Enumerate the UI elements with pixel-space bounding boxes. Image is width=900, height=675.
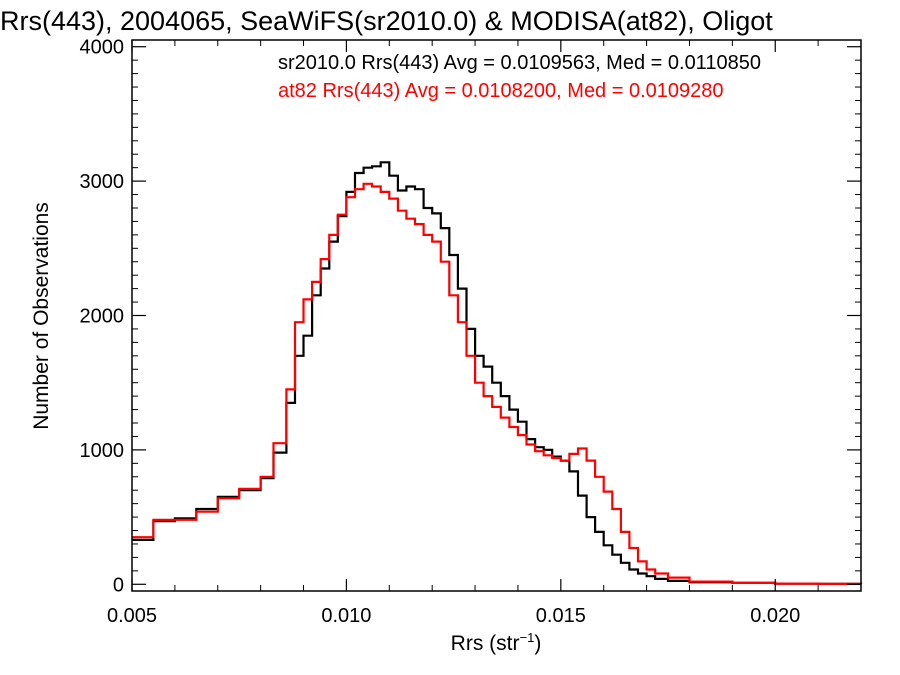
legend-entry-at82: at82 Rrs(443) Avg = 0.0108200, Med = 0.0… [278,80,724,102]
y-tick-label: 0 [113,574,124,596]
legend-entry-sr2010: sr2010.0 Rrs(443) Avg = 0.0109563, Med =… [278,52,761,74]
x-axis-label-main: Rrs (str [451,632,520,655]
plot-frame [131,39,862,592]
y-axis-label: Number of Observations [30,202,53,430]
x-tick-label: 0.015 [536,605,586,627]
x-axis-label-close: ) [534,632,541,655]
legend: sr2010.0 Rrs(443) Avg = 0.0109563, Med =… [278,52,761,102]
x-axis-label-exponent: −1 [520,630,535,645]
x-axis-label: Rrs (str−1) [451,630,542,655]
chart-title: Rrs(443), 2004065, SeaWiFS(sr2010.0) & M… [0,6,773,36]
x-tick-label: 0.010 [321,605,371,627]
y-tick-label: 2000 [80,306,125,328]
series-layer [132,161,863,586]
series-line-sr2010-0 [132,161,863,586]
axis-ticks: 0.005 0.010 0.015 0.020 0 1000 2000 3000 4000 [80,37,862,627]
y-tick-label: 1000 [80,440,125,462]
y-tick-label: 4000 [80,37,125,59]
x-tick-label: 0.020 [750,605,800,627]
series-line-at82 [132,182,863,586]
x-tick-label: 0.005 [107,605,157,627]
y-tick-label: 3000 [80,171,125,193]
